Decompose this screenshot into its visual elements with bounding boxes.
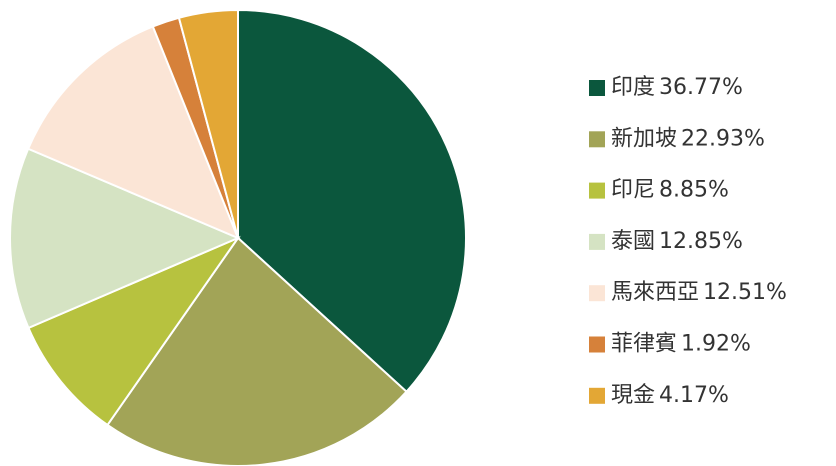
legend-swatch [589, 285, 605, 302]
legend-category: 現金 [611, 383, 655, 408]
legend-category: 泰國 [611, 229, 655, 254]
legend-value: 4.17% [659, 383, 729, 408]
legend-category: 菲律賓 [611, 332, 677, 357]
pie-slice [106, 236, 408, 466]
legend-value: 12.85% [659, 229, 743, 254]
legend-label: 馬來西亞 12.51% [611, 280, 787, 305]
legend-category: 新加坡 [611, 126, 677, 151]
legend-label: 菲律賓 1.92% [611, 332, 751, 357]
legend-swatch [589, 336, 605, 353]
legend-label: 新加坡 22.93% [611, 126, 765, 151]
legend-swatch [589, 182, 605, 199]
legend-value: 22.93% [681, 126, 765, 151]
pie-slice [26, 25, 240, 240]
legend-swatch [589, 131, 605, 148]
pie-slice [237, 8, 467, 394]
pie-slice [27, 235, 241, 427]
legend-category: 印度 [611, 75, 655, 100]
legend-swatch [589, 233, 605, 250]
legend-label: 印尼 8.85% [611, 178, 729, 203]
legend-label: 泰國 12.85% [611, 229, 743, 254]
legend-label: 印度 36.77% [611, 75, 743, 100]
legend-category: 馬來西亞 [611, 280, 699, 305]
legend-value: 8.85% [659, 178, 729, 203]
legend-value: 1.92% [681, 332, 751, 357]
pie-slice [9, 147, 241, 330]
legend-swatch [589, 80, 605, 96]
legend-value: 12.51% [703, 280, 787, 305]
legend-value: 36.77% [659, 75, 743, 100]
legend-category: 印尼 [611, 178, 655, 203]
pie-slice [177, 8, 239, 239]
legend-label: 現金 4.17% [611, 383, 729, 408]
legend-swatch [589, 387, 605, 404]
